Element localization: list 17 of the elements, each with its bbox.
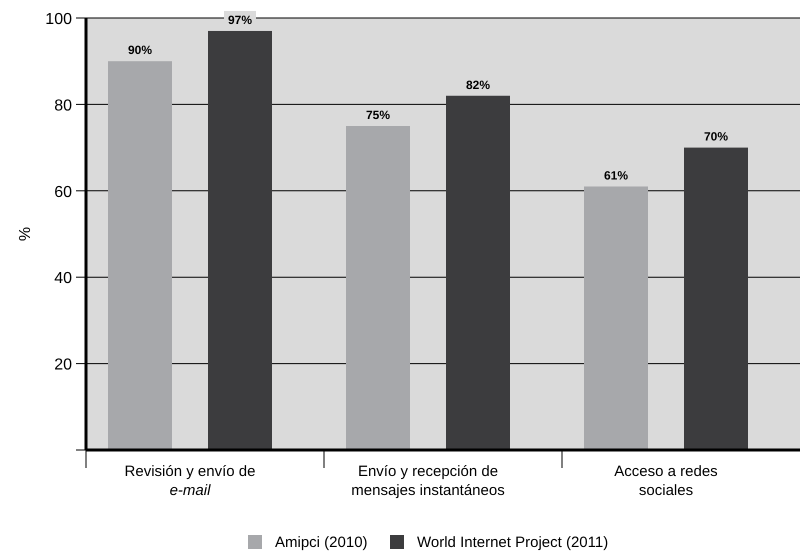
data-label: 75%	[366, 108, 390, 122]
legend-label: Amipci (2010)	[275, 534, 368, 551]
y-tick-label: 80	[54, 97, 72, 114]
data-label: 70%	[704, 130, 728, 144]
data-label: 61%	[604, 168, 628, 182]
data-label: 82%	[466, 78, 490, 92]
x-tick-label: Revisión y envío de e-mail	[124, 463, 256, 499]
data-label: 90%	[128, 43, 152, 58]
y-tick-label: 60	[54, 184, 72, 201]
y-tick-label: 40	[54, 270, 72, 288]
x-tick-label: Acceso a redes sociales	[614, 463, 718, 499]
y-tick-label: 100	[45, 11, 72, 28]
legend-label: World Internet Project (2011)	[417, 534, 608, 551]
data-label: 97%	[228, 12, 252, 27]
x-tick-label: Envío y recepción de mensajes instantáneos	[351, 463, 505, 499]
y-axis-title: %	[17, 226, 34, 242]
y-tick-label: 20	[54, 356, 72, 374]
